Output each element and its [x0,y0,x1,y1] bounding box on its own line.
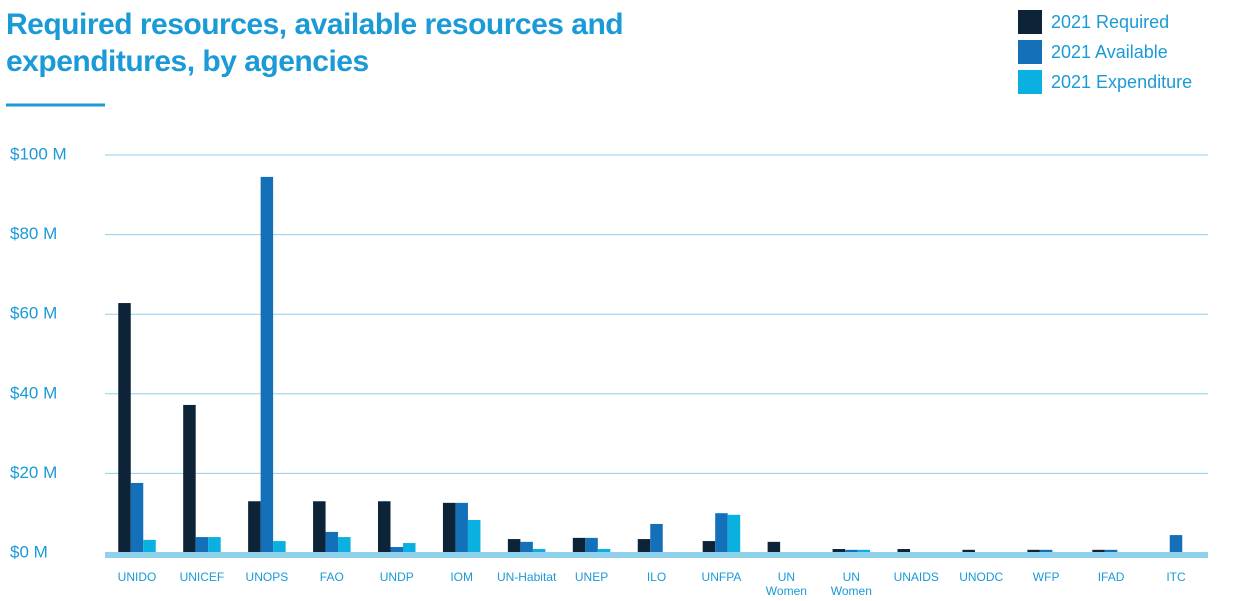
x-tick-label: UN Women [765,570,807,598]
x-tick-label: UNICEF [179,570,225,584]
bar [1092,549,1105,553]
y-tick-label: $100 M [10,144,67,163]
legend-label: 2021 Available [1051,42,1168,62]
y-tick-label: $20 M [10,463,57,482]
x-tick-label: UNDP [379,570,414,584]
bar [390,547,403,553]
bar [338,537,351,553]
x-tick-label: FAO [319,570,344,584]
bar [597,549,611,553]
chart-title: Required resources, available resources … [6,8,624,78]
bar [378,501,391,553]
bar [467,519,481,553]
x-tick-label: UN Women [830,570,872,598]
bar [585,537,598,553]
bar [118,303,131,553]
x-tick-label: ILO [646,570,667,584]
x-tick-label: UNFPA [701,570,742,584]
bar [702,541,716,553]
bar [1039,549,1053,553]
x-axis [105,552,1208,558]
y-tick-label: $60 M [10,304,57,323]
legend-swatch [1018,40,1042,64]
bar [767,541,781,553]
x-tick-label: UNOPS [245,570,289,584]
bar [403,543,416,553]
y-tick-label: $40 M [10,383,57,402]
x-tick-label: ITC [1166,570,1186,584]
bar [1027,549,1040,553]
bar [195,537,209,553]
x-tick-label: WFP [1032,570,1060,584]
bar [650,523,663,553]
legend-swatch [1018,70,1042,94]
bar [455,502,468,553]
bar [260,176,274,553]
y-tick-label: $80 M [10,224,57,243]
x-tick-label: UNAIDS [893,570,939,584]
bar [832,549,846,553]
x-tick-label: IFAD [1097,570,1125,584]
bar [1104,549,1118,553]
x-tick-label: UNODC [959,570,1004,584]
bar [208,537,221,553]
bar [248,501,261,553]
bar [637,539,651,553]
bar [273,541,286,553]
x-tick-label: IOM [450,570,474,584]
y-tick-label: $0 M [10,542,48,561]
bar [183,404,196,553]
bar [143,539,156,553]
x-tick-label: UNIDO [117,570,157,584]
legend-label: 2021 Expenditure [1051,72,1192,92]
legend-label: 2021 Required [1051,12,1169,32]
bar [325,531,339,553]
bar [313,501,326,553]
bar [845,549,858,553]
bar [1169,535,1183,553]
bar [532,549,546,553]
bar [857,549,871,553]
bar [520,541,533,553]
bar [507,539,521,553]
bar [130,482,144,553]
x-tick-label: UNEP [574,570,609,584]
legend-swatch [1018,10,1042,34]
bar [442,502,456,553]
bar [727,514,741,553]
bar [962,549,975,553]
bar [897,549,910,553]
bar [572,537,586,553]
bar [715,513,728,553]
x-tick-label: UN-Habitat [496,570,557,584]
